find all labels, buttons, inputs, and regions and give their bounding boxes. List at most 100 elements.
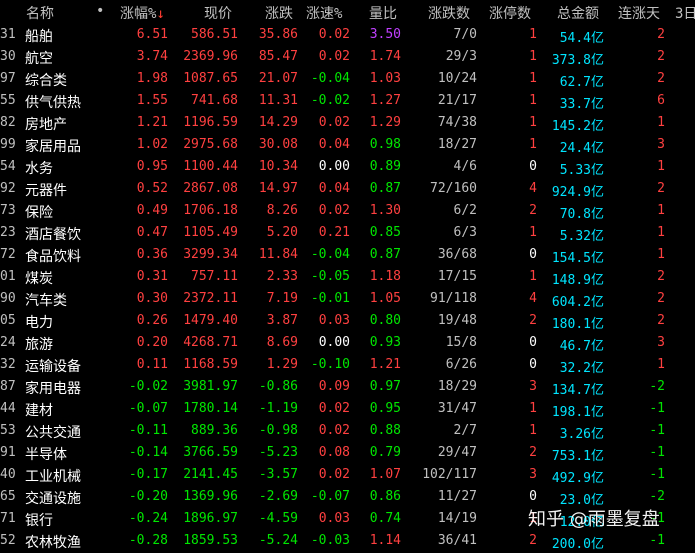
cell-days: -1 bbox=[649, 533, 665, 548]
cell-code: 90 bbox=[0, 291, 16, 306]
cell-price: 1196.59 bbox=[183, 115, 238, 130]
cell-lim: 2 bbox=[529, 313, 537, 328]
table-row[interactable]: 40 工业机械 -0.17 2141.45 -3.57 0.02 1.07 102/117 3 4… bbox=[0, 465, 695, 487]
cell-ud: 15/8 bbox=[445, 335, 477, 350]
table-row[interactable]: 82 房地产 1.21 1196.59 14.29 0.02 1.29 74/38 1 145.2… bbox=[0, 113, 695, 135]
cell-pct: -0.17 bbox=[128, 467, 168, 482]
cell-spd: -0.03 bbox=[310, 533, 350, 548]
cell-spd: 0.02 bbox=[318, 467, 350, 482]
cell-name: 公共交通 bbox=[25, 425, 81, 441]
cell-price: 586.51 bbox=[191, 27, 238, 42]
cell-code: 55 bbox=[0, 93, 16, 108]
col-updown-header[interactable]: 涨跌数 bbox=[428, 6, 470, 22]
cell-pct: 0.26 bbox=[136, 313, 168, 328]
table-row[interactable]: 44 建材 -0.07 1780.14 -1.19 0.02 0.95 31/47 1 198.1… bbox=[0, 399, 695, 421]
col-streak-header[interactable]: 连涨天 bbox=[618, 6, 660, 22]
cell-pct: 0.11 bbox=[136, 357, 168, 372]
table-row[interactable]: 30 航空 3.74 2369.96 85.47 0.02 1.74 29/3 1 373.8亿 2 bbox=[0, 47, 695, 69]
table-row[interactable]: 92 元器件 0.52 2867.08 14.97 0.04 0.87 72/160 4 924.… bbox=[0, 179, 695, 201]
col-change-header[interactable]: 涨跌 bbox=[265, 6, 293, 22]
cell-name: 电力 bbox=[25, 315, 53, 331]
table-row[interactable]: 05 电力 0.26 1479.40 3.87 0.03 0.80 19/48 2 180.1亿 2 bbox=[0, 311, 695, 333]
table-row[interactable]: 71 银行 -0.24 1896.97 -4.59 0.03 0.74 14/19 1 12.0亿… bbox=[0, 509, 695, 531]
cell-ud: 36/68 bbox=[437, 247, 477, 262]
cell-code: 54 bbox=[0, 159, 16, 174]
cell-lim: 1 bbox=[529, 269, 537, 284]
col-name-header[interactable]: 名称 bbox=[26, 6, 54, 22]
cell-spd: 0.09 bbox=[318, 379, 350, 394]
table-row[interactable]: 91 半导体 -0.14 3766.59 -5.23 0.08 0.79 29/47 2 753.… bbox=[0, 443, 695, 465]
col-limitup-header[interactable]: 涨停数 bbox=[489, 6, 531, 22]
cell-days: 1 bbox=[657, 357, 665, 372]
col-amount-header[interactable]: 总金额 bbox=[557, 6, 599, 22]
cell-lim: 1 bbox=[529, 115, 537, 130]
cell-code: 53 bbox=[0, 423, 16, 438]
cell-chg: 10.34 bbox=[258, 159, 298, 174]
cell-name: 农林牧渔 bbox=[25, 535, 81, 551]
cell-code: 40 bbox=[0, 467, 16, 482]
col-pct-header[interactable]: 涨幅%↓ bbox=[120, 3, 165, 23]
cell-price: 2372.11 bbox=[183, 291, 238, 306]
cell-ud: 74/38 bbox=[437, 115, 477, 130]
cell-vr: 0.80 bbox=[369, 313, 401, 328]
cell-price: 1100.44 bbox=[183, 159, 238, 174]
cell-ud: 6/26 bbox=[445, 357, 477, 372]
cell-lim: 1 bbox=[529, 71, 537, 86]
table-row[interactable]: 55 供气供热 1.55 741.68 11.31 -0.02 1.27 21/17 1 33.7… bbox=[0, 91, 695, 113]
cell-lim: 1 bbox=[529, 401, 537, 416]
cell-lim: 3 bbox=[529, 379, 537, 394]
col-price-header[interactable]: 现价 bbox=[204, 6, 232, 22]
cell-name: 保险 bbox=[25, 205, 53, 221]
table-row[interactable]: 54 水务 0.95 1100.44 10.34 0.00 0.89 4/6 0 5.33亿 1 bbox=[0, 157, 695, 179]
cell-name: 煤炭 bbox=[25, 271, 53, 287]
cell-name: 工业机械 bbox=[25, 469, 81, 485]
table-row[interactable]: 23 酒店餐饮 0.47 1105.49 5.20 0.21 0.85 6/3 1 5.32亿 1 bbox=[0, 223, 695, 245]
cell-vr: 0.74 bbox=[369, 511, 401, 526]
cell-days: 1 bbox=[657, 115, 665, 130]
cell-ud: 21/17 bbox=[437, 93, 477, 108]
cell-name: 供气供热 bbox=[25, 95, 81, 111]
cell-spd: 0.02 bbox=[318, 115, 350, 130]
table-row[interactable]: 53 公共交通 -0.11 889.36 -0.98 0.02 0.88 2/7 1 3.26亿 -… bbox=[0, 421, 695, 443]
cell-ud: 31/47 bbox=[437, 401, 477, 416]
cell-chg: -0.86 bbox=[258, 379, 298, 394]
cell-price: 2975.68 bbox=[183, 137, 238, 152]
cell-pct: 1.55 bbox=[136, 93, 168, 108]
cell-lim: 1 bbox=[529, 511, 537, 526]
cell-lim: 4 bbox=[529, 291, 537, 306]
cell-pct: 3.74 bbox=[136, 49, 168, 64]
cell-pct: -0.24 bbox=[128, 511, 168, 526]
table-row[interactable]: 65 交通设施 -0.20 1369.96 -2.69 -0.07 0.86 11/27 0 23… bbox=[0, 487, 695, 509]
table-row[interactable]: 32 运输设备 0.11 1168.59 1.29 -0.10 1.21 6/26 0 32.2亿… bbox=[0, 355, 695, 377]
table-row[interactable]: 01 煤炭 0.31 757.11 2.33 -0.05 1.18 17/15 1 148.9亿 2 bbox=[0, 267, 695, 289]
table-row[interactable]: 73 保险 0.49 1706.18 8.26 0.02 1.30 6/2 2 70.8亿 1 bbox=[0, 201, 695, 223]
cell-lim: 2 bbox=[529, 533, 537, 548]
cell-vr: 0.79 bbox=[369, 445, 401, 460]
cell-amt: 5.33亿 bbox=[559, 163, 604, 178]
cell-amt: 3.26亿 bbox=[559, 427, 604, 442]
cell-chg: 2.33 bbox=[266, 269, 298, 284]
table-row[interactable]: 31 船舶 6.51 586.51 35.86 0.02 3.50 7/0 1 54.4亿 2 bbox=[0, 25, 695, 47]
col-volratio-header[interactable]: 量比 bbox=[369, 6, 397, 22]
cell-days: 2 bbox=[657, 269, 665, 284]
cell-amt: 492.9亿 bbox=[551, 471, 604, 486]
col-speed-header[interactable]: 涨速% bbox=[306, 6, 343, 22]
cell-price: 1168.59 bbox=[183, 357, 238, 372]
table-row[interactable]: 52 农林牧渔 -0.28 1859.53 -5.24 -0.03 1.14 36/41 2 20… bbox=[0, 531, 695, 553]
table-row[interactable]: 97 综合类 1.98 1087.65 21.07 -0.04 1.03 10/24 1 62.7… bbox=[0, 69, 695, 91]
cell-spd: 0.21 bbox=[318, 225, 350, 240]
cell-vr: 3.50 bbox=[369, 27, 401, 42]
cell-name: 家居用品 bbox=[25, 139, 81, 155]
table-row[interactable]: 87 家用电器 -0.02 3981.97 -0.86 0.09 0.97 18/29 3 134… bbox=[0, 377, 695, 399]
cell-name: 水务 bbox=[25, 161, 53, 177]
col-3day-header[interactable]: 3日 bbox=[675, 6, 695, 22]
table-row[interactable]: 24 旅游 0.20 4268.71 8.69 0.00 0.93 15/8 0 46.7亿 3 bbox=[0, 333, 695, 355]
table-row[interactable]: 90 汽车类 0.30 2372.11 7.19 -0.01 1.05 91/118 4 604.… bbox=[0, 289, 695, 311]
cell-amt: 924.9亿 bbox=[551, 185, 604, 200]
cell-pct: -0.14 bbox=[128, 445, 168, 460]
cell-code: 91 bbox=[0, 445, 16, 460]
table-row[interactable]: 99 家居用品 1.02 2975.68 30.08 0.04 0.98 18/27 1 24.4… bbox=[0, 135, 695, 157]
cell-ud: 19/48 bbox=[437, 313, 477, 328]
cell-amt: 46.7亿 bbox=[559, 339, 604, 354]
table-row[interactable]: 72 食品饮料 0.36 3299.34 11.84 -0.04 0.87 36/68 0 154… bbox=[0, 245, 695, 267]
